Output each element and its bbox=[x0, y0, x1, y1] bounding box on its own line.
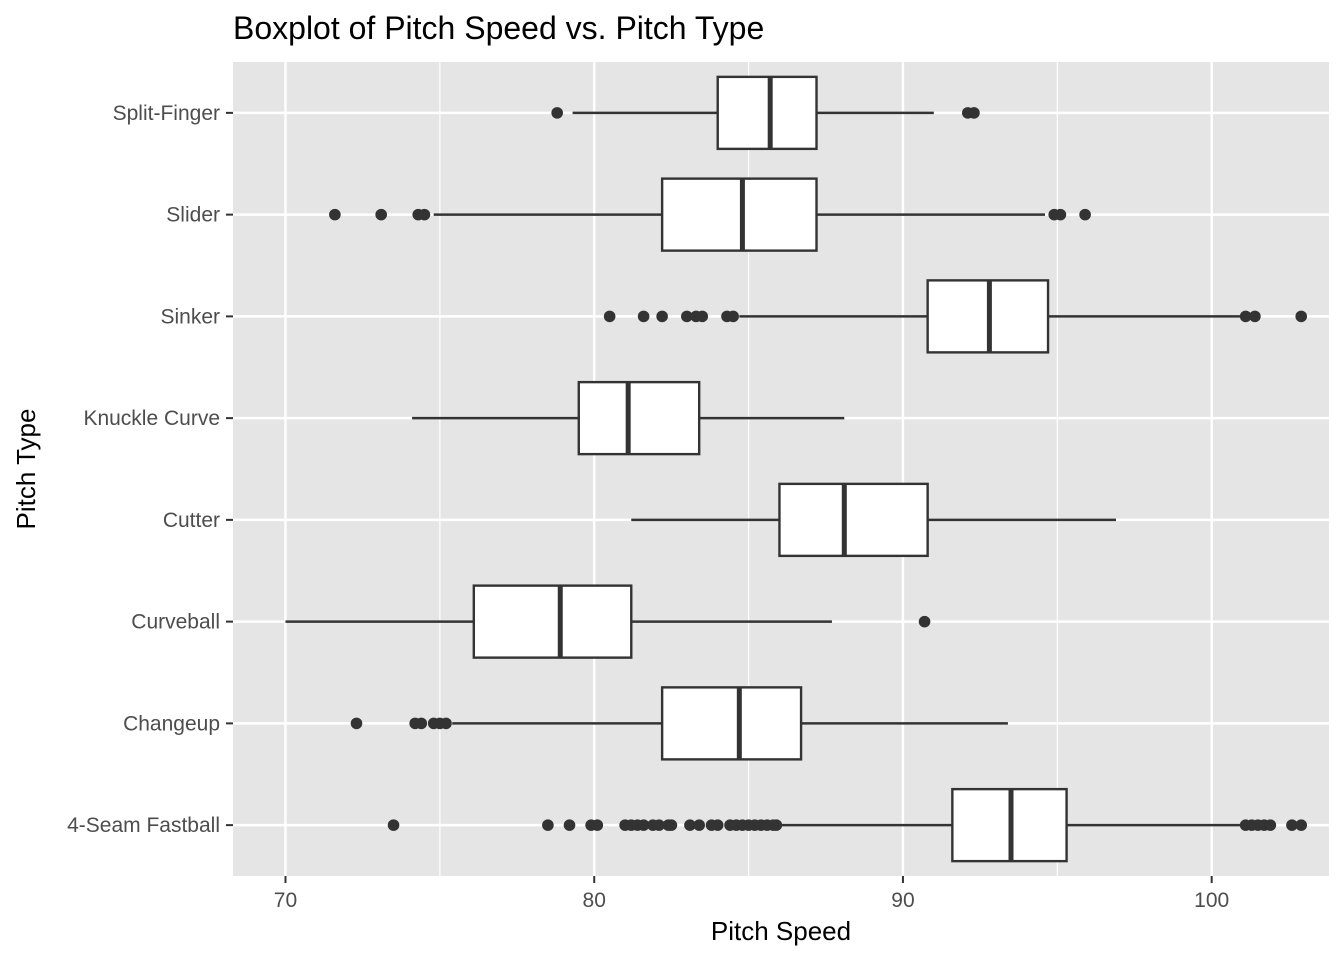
outlier-point bbox=[684, 819, 696, 831]
x-tick-label: 90 bbox=[891, 889, 914, 912]
chart-title: Boxplot of Pitch Speed vs. Pitch Type bbox=[233, 10, 764, 46]
outlier-point bbox=[637, 819, 650, 831]
x-axis: 70 80 90 100 bbox=[274, 876, 1229, 912]
x-axis-title: Pitch Speed bbox=[711, 916, 851, 946]
outlier-point bbox=[653, 819, 665, 831]
outlier-point bbox=[1054, 208, 1067, 221]
outlier-point bbox=[1264, 819, 1277, 831]
y-tick-label: Knuckle Curve bbox=[83, 407, 220, 430]
outlier-point bbox=[440, 717, 452, 730]
outlier-point bbox=[711, 819, 724, 831]
box-split-finger bbox=[551, 75, 980, 151]
outlier-point bbox=[603, 310, 616, 323]
box-iqr bbox=[577, 380, 701, 456]
y-axis-title: Pitch Type bbox=[11, 409, 41, 530]
y-tick-label: Split-Finger bbox=[113, 102, 220, 125]
box-iqr bbox=[778, 482, 929, 558]
y-tick-label: Sinker bbox=[160, 305, 220, 328]
box-cutter bbox=[631, 482, 1116, 558]
outlier-point bbox=[1249, 310, 1261, 323]
box-curveball bbox=[285, 584, 931, 659]
box-knuckle-curve bbox=[412, 380, 845, 456]
y-tick-label: 4-Seam Fastball bbox=[67, 814, 220, 837]
outlier-point bbox=[329, 208, 341, 221]
outlier-point bbox=[681, 310, 693, 323]
y-tick-label: Curveball bbox=[131, 611, 220, 634]
outlier-point bbox=[387, 819, 400, 831]
outlier-point bbox=[1079, 208, 1091, 221]
box-sinker bbox=[603, 279, 1308, 354]
outlier-point bbox=[591, 819, 604, 831]
outlier-point bbox=[693, 819, 705, 831]
outlier-point bbox=[727, 310, 739, 323]
outlier-point bbox=[542, 819, 554, 831]
outlier-point bbox=[563, 819, 576, 831]
box-4-seam-fastball bbox=[387, 787, 1308, 863]
outlier-point bbox=[637, 310, 650, 323]
outlier-point bbox=[350, 717, 363, 730]
outlier-point bbox=[1286, 819, 1298, 831]
outlier-point bbox=[1239, 310, 1252, 323]
outlier-point bbox=[696, 310, 709, 323]
boxes bbox=[285, 75, 1308, 863]
outlier-point bbox=[1295, 819, 1308, 831]
y-axis: 4-Seam Fastball Changeup Curveball Cutter Kn… bbox=[67, 102, 233, 837]
box-changeup bbox=[350, 686, 1008, 761]
box-iqr bbox=[472, 584, 633, 659]
outlier-point bbox=[770, 819, 783, 831]
outlier-point bbox=[656, 310, 668, 323]
outlier-point bbox=[375, 208, 387, 221]
outlier-point bbox=[665, 819, 678, 831]
outlier-point bbox=[918, 615, 931, 628]
outlier-point bbox=[551, 107, 563, 119]
outlier-point bbox=[418, 208, 431, 221]
box-iqr bbox=[660, 686, 803, 761]
box-iqr bbox=[716, 75, 818, 151]
x-tick-label: 80 bbox=[583, 889, 606, 912]
box-iqr bbox=[660, 177, 818, 252]
x-tick-label: 70 bbox=[274, 889, 297, 912]
y-tick-label: Changeup bbox=[123, 712, 220, 735]
outlier-point bbox=[1295, 310, 1308, 323]
box-slider bbox=[329, 177, 1091, 252]
y-tick-label: Cutter bbox=[163, 509, 220, 532]
x-tick-label: 100 bbox=[1194, 889, 1229, 912]
outlier-point bbox=[415, 717, 428, 730]
y-tick-label: Slider bbox=[166, 204, 220, 227]
outlier-point bbox=[968, 107, 980, 119]
